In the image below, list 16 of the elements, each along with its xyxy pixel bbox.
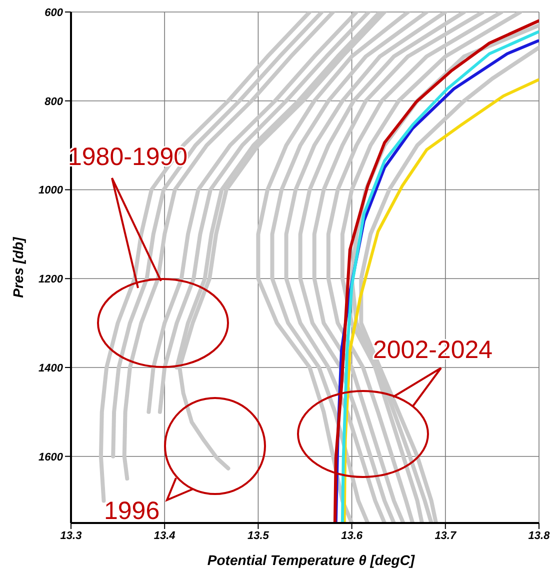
y-tick-label: 1000	[38, 184, 64, 197]
x-tick-label: 13.7	[434, 530, 457, 542]
x-tick-label: 13.8	[528, 530, 551, 542]
x-tick-label: 13.4	[154, 530, 176, 542]
y-axis-title: Pres [db]	[10, 236, 26, 298]
y-tick-label: 800	[44, 96, 64, 108]
y-tick-label: 1600	[38, 451, 64, 464]
annotation: 1996	[104, 497, 160, 525]
y-tick-label: 1400	[38, 362, 64, 374]
y-tick-label: 600	[44, 6, 64, 19]
x-tick-label: 13.3	[60, 530, 82, 542]
x-tick-label: 13.6	[341, 530, 364, 542]
x-tick-label: 13.5	[247, 530, 270, 542]
x-axis-title: Potential Temperature θ [degC]	[207, 552, 416, 568]
y-tick-label: 1200	[38, 274, 64, 286]
annotation: 2002-2024	[373, 336, 493, 364]
